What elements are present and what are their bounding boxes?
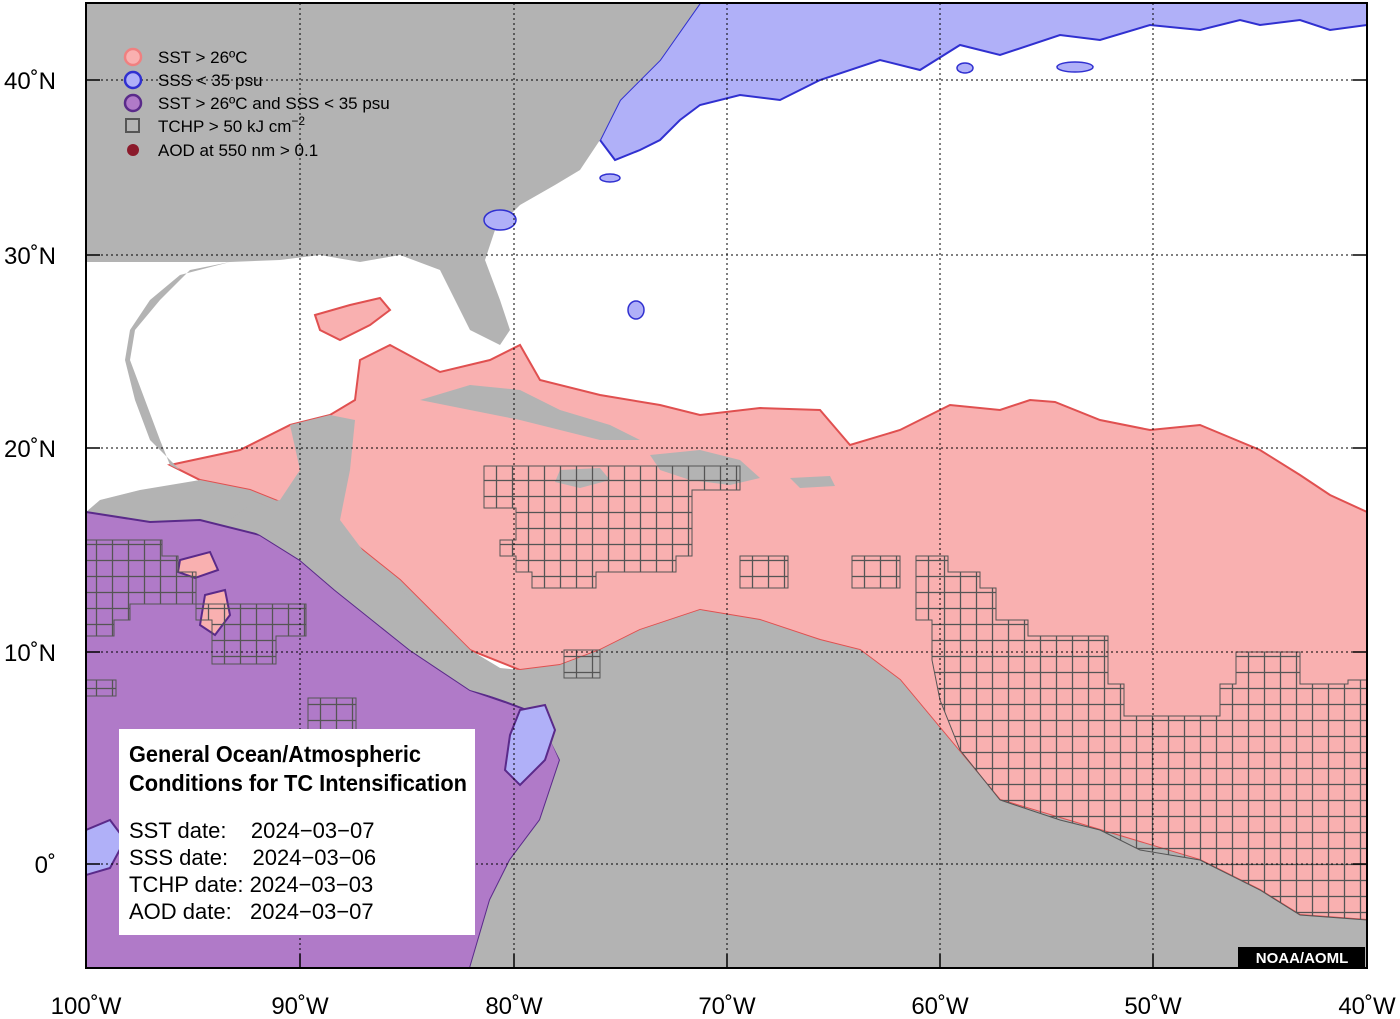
credit-text: NOAA/AOML (1256, 950, 1349, 967)
tchp-symbol-icon (125, 118, 140, 133)
legend-label-sss: SSS < 35 psu (158, 71, 262, 90)
ticks (86, 79, 1367, 968)
lat-label-20n: 20˚N (4, 436, 56, 463)
lon-label-70w: 70˚W (698, 993, 756, 1019)
lon-label-100w: 100˚W (51, 993, 122, 1019)
tchp-grids (86, 465, 1367, 921)
south-america (470, 610, 1367, 968)
legend-item-both: SST > 26ºC and SSS < 35 psu (123, 93, 390, 113)
info-box: General Ocean/Atmospheric Conditions for… (119, 729, 475, 935)
legend: SST > 26ºC SSS < 35 psu SST > 26ºC and S… (123, 47, 390, 160)
sss-symbol-icon (123, 70, 143, 90)
credit-background (1238, 947, 1365, 967)
credit-badge: NOAA/AOML (1238, 947, 1365, 967)
legend-label-tchp: TCHP > 50 kJ cm−2 (158, 114, 305, 136)
both-symbol-icon (123, 93, 143, 113)
sss-date-text: SSS date: 2024−03−06 (129, 845, 376, 870)
lon-label-90w: 90˚W (271, 993, 329, 1019)
lat-label-10n: 10˚N (4, 640, 56, 667)
lat-labels: 40˚N 30˚N 20˚N 10˚N 0˚ (4, 68, 56, 879)
lat-label-30n: 30˚N (4, 243, 56, 270)
legend-item-sss: SSS < 35 psu (123, 70, 262, 90)
tchp-date-text: TCHP date: 2024−03−03 (129, 872, 373, 897)
info-title-line1: General Ocean/Atmospheric (129, 741, 421, 767)
north-atlantic-sss (598, 3, 1367, 162)
legend-item-aod: AOD at 550 nm > 0.1 (127, 141, 318, 160)
central-america (230, 415, 520, 700)
legend-label-aod: AOD at 550 nm > 0.1 (158, 141, 318, 160)
lon-label-40w: 40˚W (1338, 993, 1396, 1019)
lat-label-0: 0˚ (35, 852, 56, 879)
pacific-sss-west (86, 818, 127, 877)
lon-label-50w: 50˚W (1124, 993, 1182, 1019)
lon-label-80w: 80˚W (485, 993, 543, 1019)
legend-label-sst: SST > 26ºC (158, 48, 248, 67)
gulf-sst-blob (313, 296, 392, 342)
lat-label-40n: 40˚N (4, 68, 56, 95)
legend-label-both: SST > 26ºC and SSS < 35 psu (158, 94, 390, 113)
small-sss-features (483, 61, 1094, 320)
legend-item-tchp: TCHP > 50 kJ cm−2 (125, 114, 305, 136)
aod-date-text: AOD date: 2024−03−07 (129, 899, 374, 924)
info-box-background (119, 729, 475, 935)
sst-date-text: SST date: 2024−03−07 (129, 818, 374, 843)
legend-item-sst: SST > 26ºC (123, 47, 248, 67)
lon-label-60w: 60˚W (911, 993, 969, 1019)
graticule (86, 3, 1367, 968)
sst-symbol-icon (123, 47, 143, 67)
pacific-sss-blob (503, 703, 557, 787)
info-title-line2: Conditions for TC Intensification (129, 770, 467, 796)
aod-symbol-icon (127, 144, 139, 156)
lon-labels: 100˚W 90˚W 80˚W 70˚W 60˚W 50˚W 40˚W (51, 993, 1396, 1019)
